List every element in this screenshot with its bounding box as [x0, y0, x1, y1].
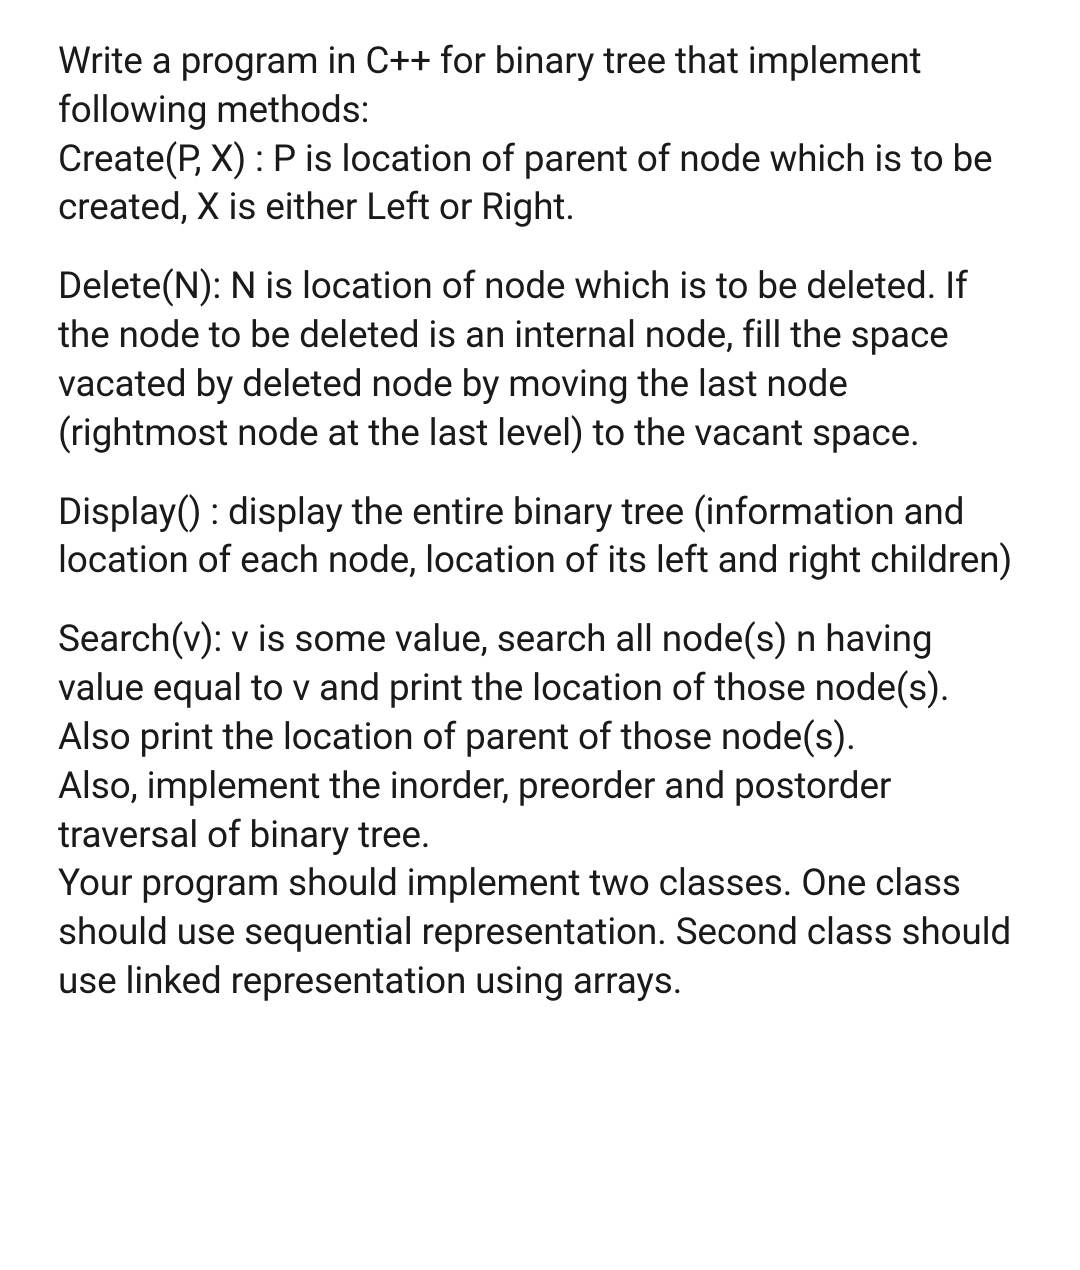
- paragraph-delete: Delete(N): N is location of node which i…: [58, 263, 1022, 458]
- paragraph-text: Display() : display the entire binary tr…: [58, 489, 1022, 587]
- paragraph-search: Search(v): v is some value, search all n…: [58, 616, 1022, 1007]
- document-page: Write a program in C++ for binary tree t…: [0, 0, 1080, 1045]
- paragraph-display: Display() : display the entire binary tr…: [58, 489, 1022, 587]
- paragraph-text: Delete(N): N is location of node which i…: [58, 263, 1022, 458]
- paragraph-intro: Write a program in C++ for binary tree t…: [58, 38, 1022, 233]
- paragraph-text: Write a program in C++ for binary tree t…: [58, 38, 1022, 233]
- paragraph-text: Search(v): v is some value, search all n…: [58, 616, 1022, 1007]
